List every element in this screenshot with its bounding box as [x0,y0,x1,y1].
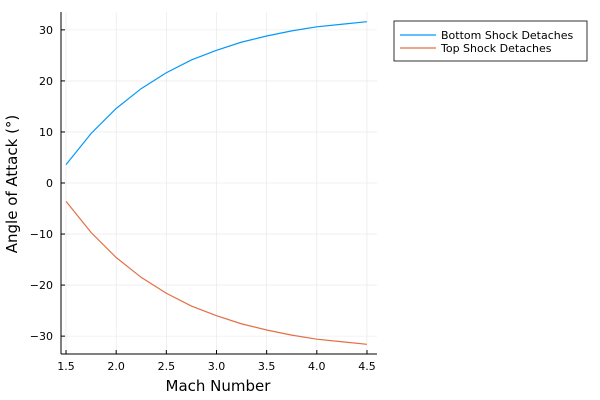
x-tick-label: 3.5 [258,360,276,373]
series-line-2 [65,201,368,345]
y-tick-label: 10 [39,126,53,139]
legend-entry-label: Bottom Shock Detaches [441,29,574,42]
y-tick-label: −30 [30,330,53,343]
x-tick-label: 4.0 [308,360,326,373]
y-tick-label: 30 [39,24,53,37]
y-tick-label: 20 [39,75,53,88]
series-lines [65,21,368,345]
x-tick-label: 2.5 [158,360,176,373]
x-tick-label: 3.0 [208,360,226,373]
axes [60,12,377,355]
x-tick-label: 1.5 [57,360,75,373]
x-tick-label: 2.0 [107,360,125,373]
y-axis-label: Angle of Attack (°) [3,115,21,254]
y-tick-label: −10 [30,228,53,241]
x-tick-label: 4.5 [358,360,376,373]
legend-entry-label: Top Shock Detaches [440,42,552,55]
tick-labels: 1.5 2.0 2.5 3.0 3.5 4.0 4.5 −30 −20 −10 0 10 20 30 [30,24,376,373]
y-tick-label: 0 [46,177,53,190]
y-tick-label: −20 [30,279,53,292]
legend-box [393,20,588,62]
grid [61,12,377,354]
x-axis-label: Mach Number [166,377,272,395]
series-line-1 [65,21,368,165]
